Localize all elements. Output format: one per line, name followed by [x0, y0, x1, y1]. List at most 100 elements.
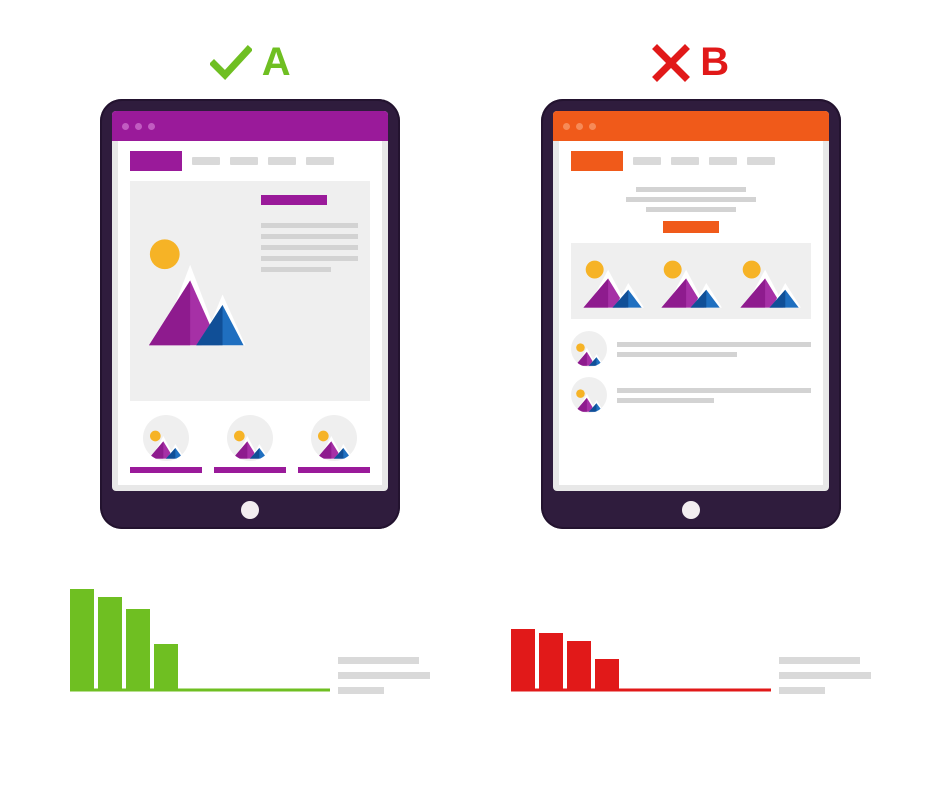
text-line	[617, 398, 714, 403]
text-line	[261, 223, 358, 228]
hero-b-illustration	[657, 253, 724, 313]
window-dot	[135, 123, 142, 130]
text-line	[636, 187, 746, 192]
window-dot	[576, 123, 583, 130]
nav-link	[747, 157, 775, 165]
list-b	[571, 331, 811, 413]
nav-link	[671, 157, 699, 165]
nav-link	[268, 157, 296, 165]
nav-link	[192, 157, 220, 165]
ab-test-infographic: A	[0, 0, 941, 698]
bar-chart-b	[511, 589, 771, 693]
logo-a	[130, 151, 182, 171]
nav-link	[633, 157, 661, 165]
variant-a-header: A	[210, 40, 291, 85]
window-dot	[563, 123, 570, 130]
chart-a-text	[330, 657, 430, 698]
variant-b-header: B	[652, 40, 729, 85]
bar	[154, 644, 178, 689]
text-line	[626, 197, 756, 202]
tablet-a-screen	[112, 111, 388, 491]
thumbnail	[130, 415, 202, 473]
list-avatar	[571, 377, 607, 413]
hero-b-illustration	[579, 253, 646, 313]
nav-link	[230, 157, 258, 165]
thumb-underline	[214, 467, 286, 473]
variant-b-label: B	[700, 40, 729, 85]
thumb-illustration	[227, 415, 273, 461]
hero-a-text	[261, 193, 358, 389]
thumb-underline	[130, 467, 202, 473]
hero-a	[130, 181, 370, 401]
bar	[98, 597, 122, 689]
tablet-b	[541, 99, 841, 529]
hero-b-head	[571, 181, 811, 243]
chart-b	[511, 589, 871, 698]
chart-a	[70, 589, 430, 698]
content-b	[559, 141, 823, 485]
list-text	[617, 388, 811, 403]
bar	[511, 629, 535, 689]
home-button	[241, 501, 259, 519]
text-line	[779, 657, 860, 664]
cross-icon	[652, 44, 690, 82]
window-dot	[148, 123, 155, 130]
thumb-illustration	[143, 415, 189, 461]
window-dot	[122, 123, 129, 130]
chart-b-bars	[511, 589, 771, 698]
hero-b-illus-row	[571, 243, 811, 319]
list-row	[571, 331, 811, 367]
bar	[539, 633, 563, 689]
thumbnail	[298, 415, 370, 473]
mountain-illustration	[142, 193, 247, 389]
thumbnail	[214, 415, 286, 473]
tablet-b-screen	[553, 111, 829, 491]
bar	[595, 659, 619, 689]
nav-link	[709, 157, 737, 165]
nav-a	[130, 151, 370, 171]
bar	[70, 589, 94, 689]
thumbnails-a	[130, 415, 370, 473]
hero-b	[571, 181, 811, 473]
variant-b-column: B	[511, 40, 871, 698]
bar	[567, 641, 591, 689]
toolbar-a	[112, 111, 388, 141]
list-text	[617, 342, 811, 357]
text-line	[617, 388, 811, 393]
text-line	[646, 207, 736, 212]
check-icon	[210, 42, 252, 84]
tablet-a	[100, 99, 400, 529]
text-line	[261, 245, 358, 250]
bar	[126, 609, 150, 689]
text-line	[261, 234, 358, 239]
text-line	[779, 687, 825, 694]
content-a	[118, 141, 382, 485]
list-avatar	[571, 331, 607, 367]
thumb-underline	[298, 467, 370, 473]
list-row	[571, 377, 811, 413]
variant-a-label: A	[262, 40, 291, 85]
chart-b-text	[771, 657, 871, 698]
text-line	[617, 352, 737, 357]
hero-a-title-bar	[261, 195, 327, 205]
thumb-illustration	[311, 415, 357, 461]
nav-b	[571, 151, 811, 171]
text-line	[261, 256, 358, 261]
toolbar-b	[553, 111, 829, 141]
cta-button	[663, 221, 719, 233]
text-line	[338, 672, 430, 679]
variant-a-column: A	[70, 40, 430, 698]
nav-link	[306, 157, 334, 165]
text-line	[617, 342, 811, 347]
bar-chart-a	[70, 589, 330, 693]
logo-b	[571, 151, 623, 171]
window-dot	[589, 123, 596, 130]
hero-b-illustration	[736, 253, 803, 313]
home-button	[682, 501, 700, 519]
text-line	[338, 687, 384, 694]
text-line	[338, 657, 419, 664]
text-line	[261, 267, 331, 272]
chart-a-bars	[70, 589, 330, 698]
text-line	[779, 672, 871, 679]
hero-a-illustration	[142, 193, 247, 389]
